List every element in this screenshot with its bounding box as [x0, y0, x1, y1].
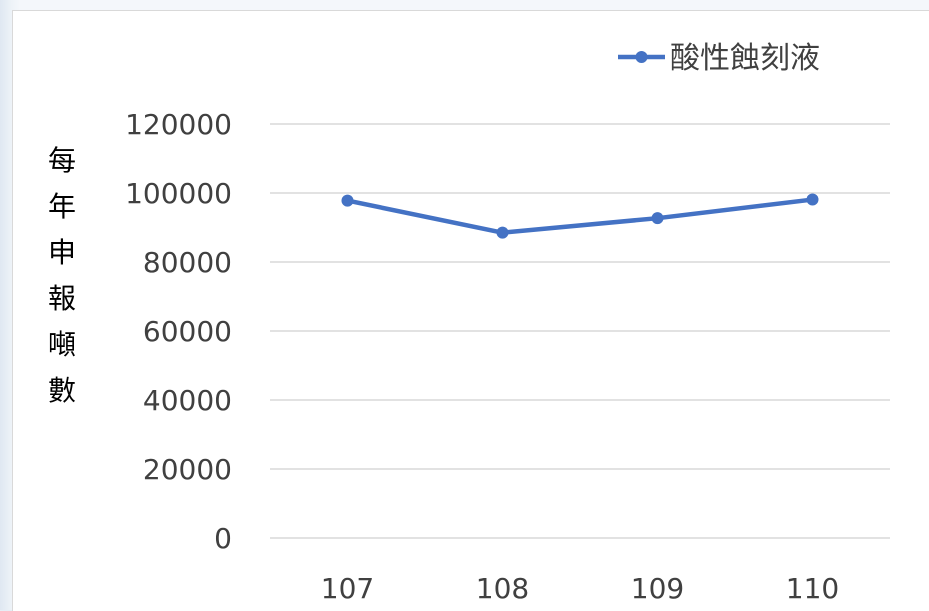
- legend: 酸性蝕刻液: [618, 41, 820, 76]
- series-layer: [341, 193, 819, 239]
- chart-area: [12, 10, 929, 611]
- y-tick-label: 120000: [125, 108, 232, 141]
- y-axis-label-char: 每: [48, 144, 76, 177]
- x-tick-label: 107: [321, 572, 374, 605]
- legend-marker: [635, 51, 648, 63]
- y-tick-label: 0: [214, 522, 232, 555]
- x-tick-label: 109: [631, 572, 684, 605]
- y-tick-labels: 0 20000 40000 60000 80000 100000 120000: [125, 108, 232, 555]
- y-axis-label-char: 報: [48, 282, 76, 315]
- y-tick-label: 60000: [143, 315, 232, 348]
- legend-label: 酸性蝕刻液: [670, 41, 820, 76]
- y-tick-label: 80000: [143, 246, 232, 279]
- y-tick-label: 100000: [125, 177, 232, 210]
- data-point: [651, 212, 664, 225]
- y-axis-label-char: 數: [48, 374, 76, 407]
- x-tick-label: 110: [786, 572, 839, 605]
- y-tick-label: 20000: [143, 453, 232, 486]
- y-axis-label-char: 申: [48, 236, 76, 269]
- x-tick-label: 108: [476, 572, 529, 605]
- x-tick-labels: 107 108 109 110: [321, 572, 839, 605]
- y-axis-label-char: 年: [48, 190, 76, 223]
- data-point: [806, 193, 819, 206]
- gridlines: [270, 123, 890, 539]
- series-line: [345, 197, 815, 235]
- data-point: [341, 194, 354, 207]
- y-axis-label-char: 噸: [48, 328, 76, 361]
- data-point: [496, 226, 509, 239]
- y-tick-label: 40000: [143, 384, 232, 417]
